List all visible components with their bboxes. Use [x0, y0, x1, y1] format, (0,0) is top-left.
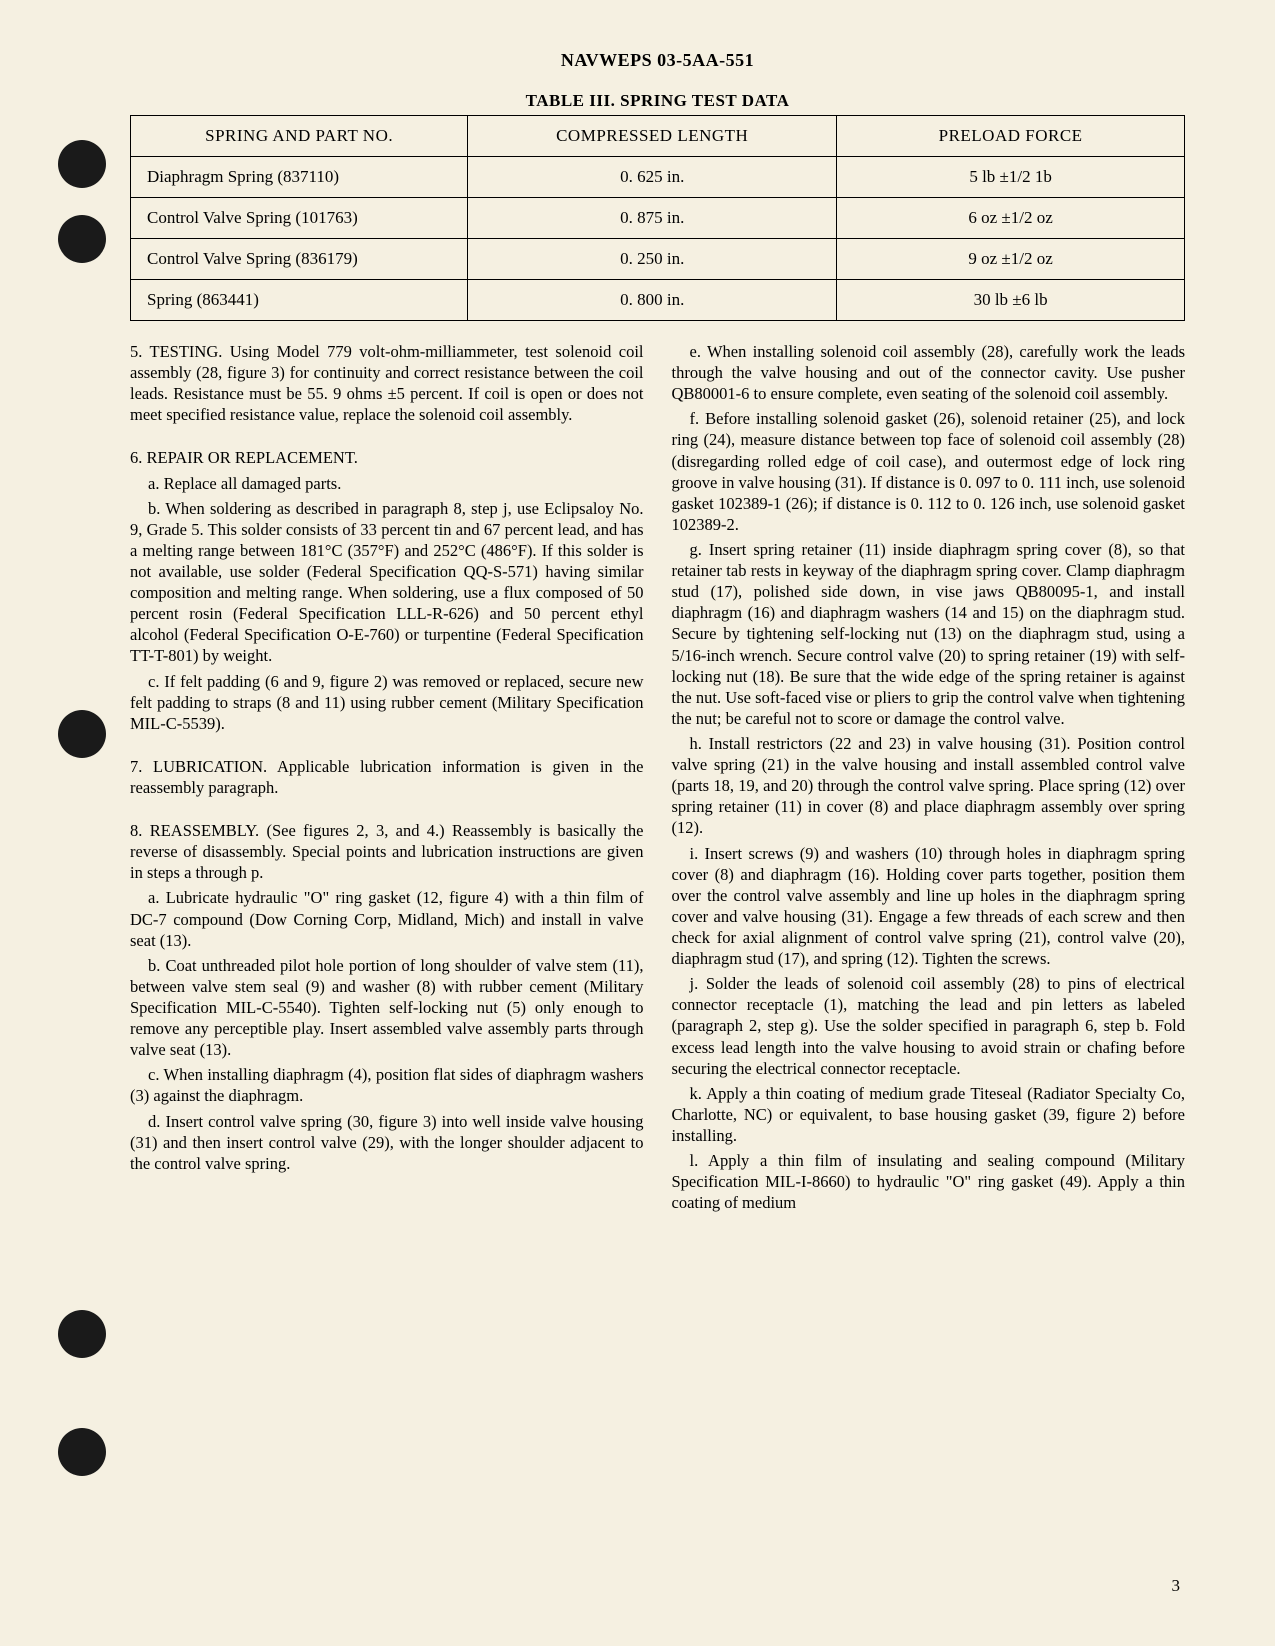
table-cell: Control Valve Spring (836179) — [131, 239, 468, 280]
step-8b: b. Coat unthreaded pilot hole portion of… — [130, 955, 644, 1061]
table-header: SPRING AND PART NO. — [131, 116, 468, 157]
table-cell: 0. 875 in. — [468, 198, 837, 239]
body-text: 5. TESTING. Using Model 779 volt-ohm-mil… — [130, 341, 1185, 1213]
document-header: NAVWEPS 03-5AA-551 — [130, 50, 1185, 71]
table-cell: 5 lb ±1/2 1b — [837, 157, 1185, 198]
table-cell: 30 lb ±6 lb — [837, 280, 1185, 321]
step-8c: c. When installing diaphragm (4), positi… — [130, 1064, 644, 1106]
step-6c: c. If felt padding (6 and 9, figure 2) w… — [130, 671, 644, 734]
step-8h: h. Install restrictors (22 and 23) in va… — [672, 733, 1186, 839]
punch-hole — [58, 1310, 106, 1358]
table-cell: 6 oz ±1/2 oz — [837, 198, 1185, 239]
table-row: Control Valve Spring (101763) 0. 875 in.… — [131, 198, 1185, 239]
table-row: Spring (863441) 0. 800 in. 30 lb ±6 lb — [131, 280, 1185, 321]
table-header: PRELOAD FORCE — [837, 116, 1185, 157]
step-8l: l. Apply a thin film of insulating and s… — [672, 1150, 1186, 1213]
section-7: 7. LUBRICATION. Applicable lubrication i… — [130, 756, 644, 798]
table-cell: Control Valve Spring (101763) — [131, 198, 468, 239]
step-8a: a. Lubricate hydraulic "O" ring gasket (… — [130, 887, 644, 950]
step-6a: a. Replace all damaged parts. — [130, 473, 644, 494]
section-8: 8. REASSEMBLY. (See figures 2, 3, and 4.… — [130, 820, 644, 883]
table-cell: 0. 625 in. — [468, 157, 837, 198]
section-6-title: 6. REPAIR OR REPLACEMENT. — [130, 447, 644, 468]
step-8i: i. Insert screws (9) and washers (10) th… — [672, 843, 1186, 970]
table-cell: 0. 800 in. — [468, 280, 837, 321]
punch-hole — [58, 140, 106, 188]
table-row: Control Valve Spring (836179) 0. 250 in.… — [131, 239, 1185, 280]
table-title: TABLE III. SPRING TEST DATA — [130, 91, 1185, 111]
punch-hole — [58, 215, 106, 263]
table-cell: 0. 250 in. — [468, 239, 837, 280]
step-8g: g. Insert spring retainer (11) inside di… — [672, 539, 1186, 729]
table-row: Diaphragm Spring (837110) 0. 625 in. 5 l… — [131, 157, 1185, 198]
step-8e: e. When installing solenoid coil assembl… — [672, 341, 1186, 404]
table-header: COMPRESSED LENGTH — [468, 116, 837, 157]
table-cell: 9 oz ±1/2 oz — [837, 239, 1185, 280]
step-6b: b. When soldering as described in paragr… — [130, 498, 644, 667]
step-8j: j. Solder the leads of solenoid coil ass… — [672, 973, 1186, 1079]
page-number: 3 — [1172, 1576, 1181, 1596]
punch-hole — [58, 1428, 106, 1476]
step-8f: f. Before installing solenoid gasket (26… — [672, 408, 1186, 535]
table-cell: Spring (863441) — [131, 280, 468, 321]
step-8k: k. Apply a thin coating of medium grade … — [672, 1083, 1186, 1146]
spring-test-data-table: SPRING AND PART NO. COMPRESSED LENGTH PR… — [130, 115, 1185, 321]
table-header-row: SPRING AND PART NO. COMPRESSED LENGTH PR… — [131, 116, 1185, 157]
punch-hole — [58, 710, 106, 758]
step-8d: d. Insert control valve spring (30, figu… — [130, 1111, 644, 1174]
table-cell: Diaphragm Spring (837110) — [131, 157, 468, 198]
section-5: 5. TESTING. Using Model 779 volt-ohm-mil… — [130, 341, 644, 425]
